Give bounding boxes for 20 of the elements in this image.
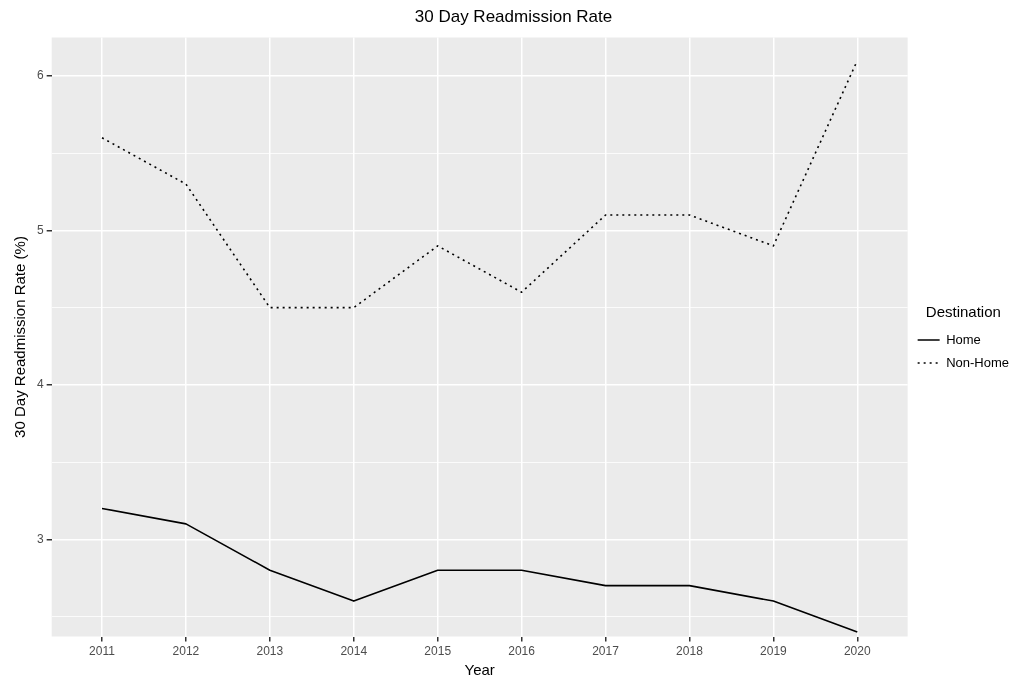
y-tick-label: 3 [36, 531, 44, 546]
x-tick-label: 2014 [340, 644, 368, 659]
x-tick-label: 2019 [760, 644, 788, 659]
y-axis-title: 30 Day Readmission Rate (%) [11, 236, 29, 438]
x-tick-label: 2012 [172, 644, 200, 659]
legend-label: Home [946, 331, 981, 347]
x-tick-label: 2020 [843, 644, 871, 659]
x-tick-label: 2018 [676, 644, 704, 659]
chart-title: 30 Day Readmission Rate [414, 6, 613, 26]
x-axis-title: Year [464, 661, 495, 679]
legend-title: Destination [925, 303, 1001, 321]
legend-label: Non-Home [946, 354, 1009, 370]
y-tick-label: 4 [36, 377, 44, 392]
x-tick-label: 2016 [508, 644, 536, 659]
x-tick-label: 2017 [592, 644, 620, 659]
y-tick-label: 6 [36, 68, 44, 83]
x-tick-label: 2015 [424, 644, 452, 659]
y-tick-label: 5 [36, 222, 44, 237]
x-tick-label: 2011 [89, 644, 116, 659]
x-tick-label: 2013 [256, 644, 284, 659]
